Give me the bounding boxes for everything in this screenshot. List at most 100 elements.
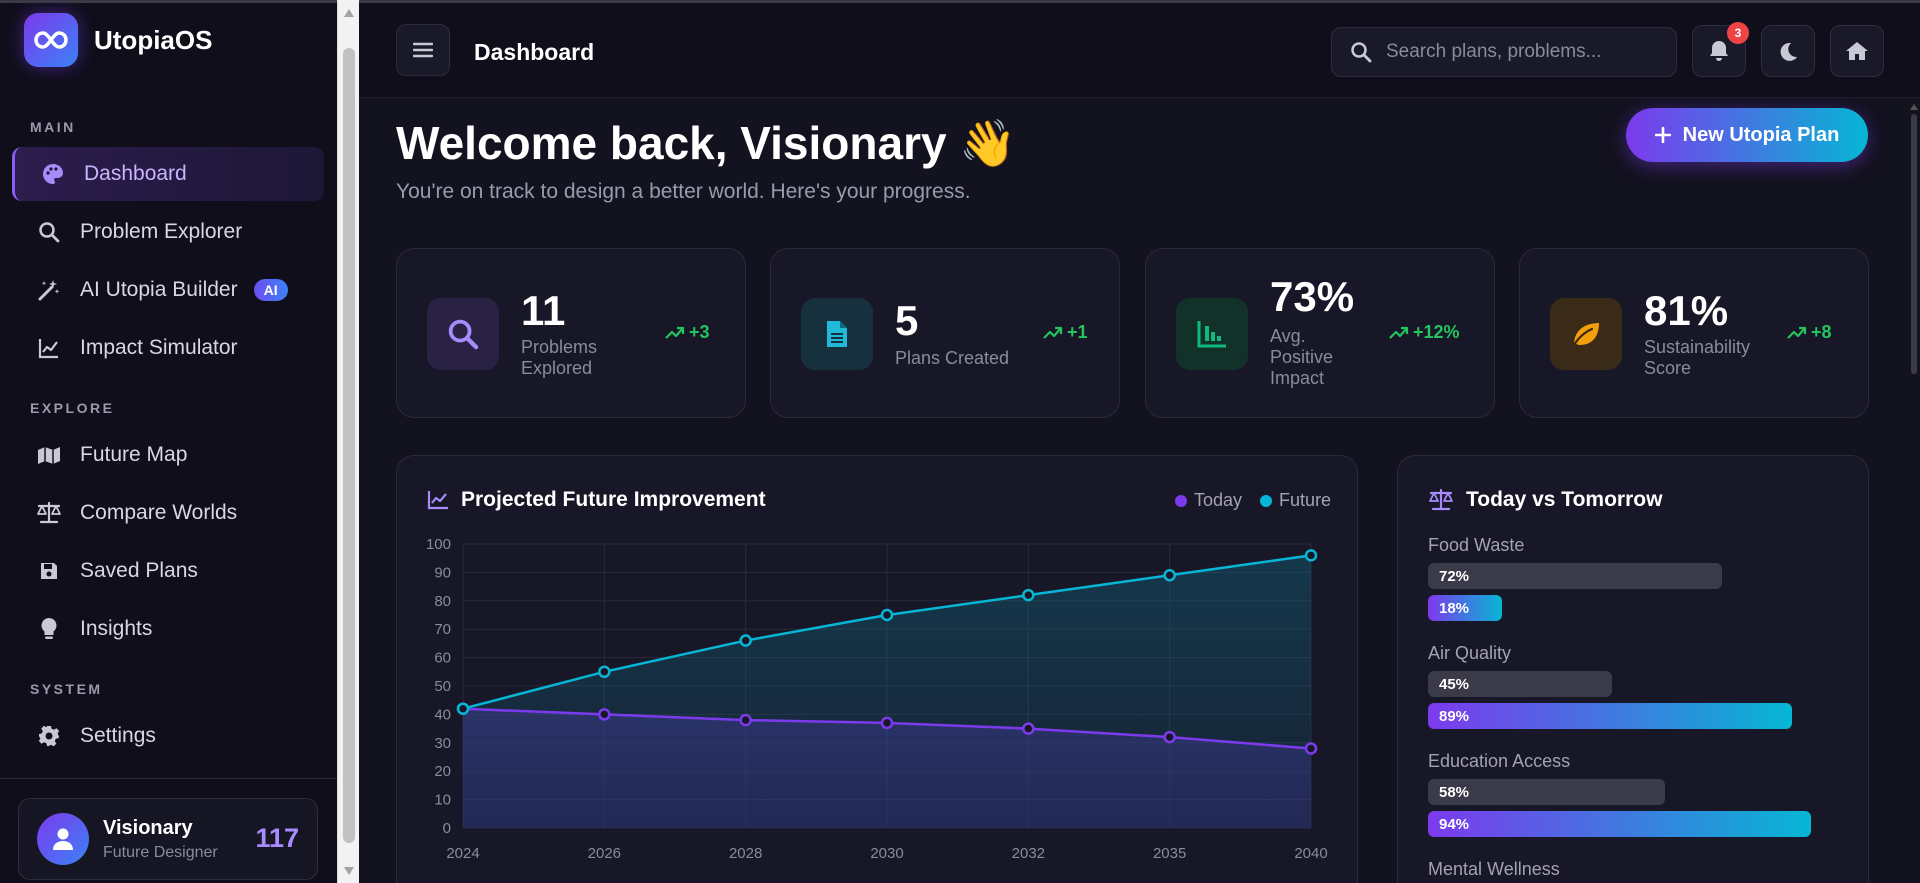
welcome-heading: Welcome back, Visionary 👋 [396,116,1017,171]
stat-card-problems[interactable]: 11 Problems Explored +3 [396,248,746,418]
welcome-subtitle: You're on track to design a better world… [396,180,971,203]
trend-up-icon [1787,326,1807,339]
palette-icon [40,161,66,187]
data-point-future [1304,549,1318,562]
stat-card-plans[interactable]: 5 Plans Created +1 [770,248,1120,418]
compare-panel-title: Today vs Tomorrow [1428,488,1662,512]
sidebar-item-settings[interactable]: Settings [12,709,324,763]
compare-label: Air Quality [1428,643,1512,663]
y-tick-label: 70 [434,621,451,638]
legend-dot-future [1260,494,1273,507]
stat-card-sustainability[interactable]: 81% Sustainability Score +8 [1519,248,1869,418]
moon-icon [1780,42,1797,61]
scale-icon [1429,488,1453,511]
x-tick-label: 2028 [729,845,762,862]
search-icon [1351,42,1372,63]
stat-trend: +8 [1787,322,1832,343]
sidebar-item-impact-simulator[interactable]: Impact Simulator [12,321,324,375]
chart-bar-icon [1176,298,1248,370]
welcome-title: Welcome back, Visionary [396,117,947,169]
main-content: Dashboard 3 Welcome back, Visionary 👋 Yo… [359,0,1920,883]
sidebar-item-label: Future Map [80,443,188,466]
search-icon [36,219,62,245]
scrollbar-thumb[interactable] [343,48,355,843]
home-icon [1846,42,1868,60]
brand[interactable]: UtopiaOS [24,13,212,67]
y-tick-label: 60 [434,650,451,667]
y-tick-label: 0 [443,820,451,837]
plus-icon [1654,127,1671,143]
stat-label: Sustainability Score [1644,337,1751,378]
avatar [37,813,89,865]
data-point-future [1163,568,1176,582]
y-tick-label: 10 [434,792,451,809]
compare-bar-today: 72% [1428,563,1722,589]
new-plan-label: New Utopia Plan [1682,123,1840,146]
sidebar-item-problem-explorer[interactable]: Problem Explorer [12,205,324,259]
chart-line-icon [36,335,62,361]
sidebar-scrollbar[interactable] [337,0,359,883]
y-tick-label: 90 [434,564,451,581]
notifications-button[interactable]: 3 [1692,22,1749,77]
compare-bar-today: 45% [1428,671,1612,697]
compare-label: Mental Wellness [1428,859,1560,879]
new-utopia-plan-button[interactable]: New Utopia Plan [1626,108,1868,162]
stat-label: Plans Created [895,348,1010,368]
sidebar-item-label: AI Utopia Builder [80,278,238,301]
user-name: Visionary [103,816,193,839]
data-point-today [598,708,611,721]
compare-label: Education Access [1428,751,1571,771]
compare-bar-future: 94% [1428,811,1811,837]
x-tick-label: 2030 [870,845,903,862]
sidebar-item-label: Insights [80,617,153,640]
sidebar-item-label: Settings [80,724,156,747]
y-tick-label: 30 [434,735,451,752]
search-box[interactable] [1331,27,1677,77]
map-icon [36,442,62,468]
stat-value: 81% [1644,287,1729,334]
scrollbar-thumb[interactable] [1911,114,1917,374]
y-tick-label: 80 [434,593,451,610]
stat-trend: +12% [1389,322,1460,343]
data-point-future [880,608,894,622]
notification-badge: 3 [1727,22,1749,44]
sidebar-item-saved-plans[interactable]: Saved Plans [12,544,324,598]
waving-hand-icon: 👋 [959,117,1017,169]
data-point-today [1022,722,1035,735]
sidebar-item-compare-worlds[interactable]: Compare Worlds [12,486,324,540]
menu-toggle-button[interactable] [396,24,450,76]
data-point-today [1163,730,1176,744]
sidebar: UtopiaOS MAIN Dashboard Problem Explorer… [0,0,337,883]
top-bar: Dashboard 3 [359,0,1920,98]
ai-badge: AI [253,279,288,301]
projected-improvement-panel: Projected Future Improvement Today Futur… [396,455,1358,883]
home-button[interactable] [1830,25,1884,77]
stat-value: 73% [1270,273,1355,320]
page-title: Dashboard [474,39,595,65]
search-input[interactable] [1386,41,1666,63]
theme-toggle-button[interactable] [1761,25,1815,77]
section-label-main: MAIN [30,119,76,135]
user-points: 117 [255,823,299,853]
today-vs-tomorrow-panel: Today vs Tomorrow Food Waste 72% 18% Air… [1397,455,1869,883]
stat-label: Problems Explored [521,337,598,378]
data-point-future [456,702,470,715]
data-point-today [1304,742,1318,755]
document-icon [801,298,873,370]
sidebar-item-future-map[interactable]: Future Map [12,428,324,482]
main-scrollbar[interactable] [1908,98,1920,883]
user-profile-card[interactable]: Visionary Future Designer 117 [18,798,318,880]
sidebar-item-ai-utopia-builder[interactable]: AI Utopia Builder AI [12,263,324,317]
legend-dot-today [1175,494,1187,507]
user-role: Future Designer [103,843,218,861]
hamburger-icon [413,42,433,58]
y-tick-label: 50 [434,678,451,695]
sidebar-item-dashboard[interactable]: Dashboard [12,147,324,201]
scroll-up-arrow-icon [344,9,354,17]
section-label-system: SYSTEM [30,681,103,697]
sidebar-item-insights[interactable]: Insights [12,602,324,656]
stat-card-impact[interactable]: 73% Avg. Positive Impact +12% [1145,248,1495,418]
data-point-future [1022,588,1035,602]
sidebar-item-label: Impact Simulator [80,336,238,359]
lightbulb-icon [36,616,62,642]
